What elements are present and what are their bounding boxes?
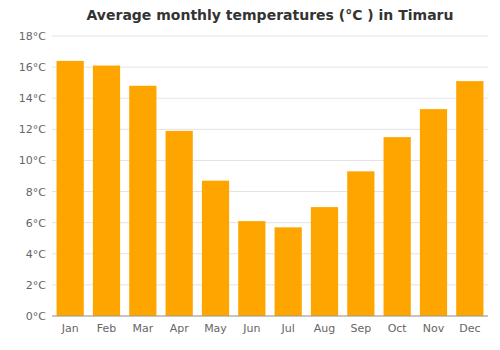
x-axis: Jan Feb Mar Apr May Jun Jul Aug Sep Oct Nov Dec — [61, 322, 481, 335]
x-tick-label: Sep — [350, 322, 371, 335]
x-tick-label: Jan — [61, 322, 79, 335]
x-tick-label: May — [204, 322, 227, 335]
chart-svg: Average monthly temperatures (°C ) in Ti… — [0, 0, 500, 350]
y-tick-label: 18°C — [19, 30, 46, 43]
x-tick-label: Feb — [97, 322, 116, 335]
grid-line — [52, 316, 488, 317]
y-tick-label: 0°C — [26, 310, 46, 323]
y-tick-label: 4°C — [26, 248, 46, 261]
x-tick-label: Jul — [281, 322, 295, 335]
y-tick-label: 10°C — [19, 154, 46, 167]
bar — [57, 61, 84, 316]
bar — [129, 86, 156, 316]
y-tick-label: 12°C — [19, 123, 46, 136]
bar — [311, 207, 338, 316]
bar — [275, 227, 302, 316]
x-tick-label: Mar — [132, 322, 153, 335]
bar — [384, 137, 411, 316]
bar — [420, 109, 447, 316]
x-tick-label: Nov — [423, 322, 445, 335]
x-tick-label: Dec — [459, 322, 480, 335]
chart-title: Average monthly temperatures (°C ) in Ti… — [87, 7, 454, 23]
y-tick-label: 6°C — [26, 217, 46, 230]
bar — [347, 171, 374, 316]
bar — [93, 66, 120, 316]
bar — [202, 181, 229, 316]
x-tick-label: Jun — [242, 322, 260, 335]
bar — [238, 221, 265, 316]
x-tick-label: Apr — [170, 322, 190, 335]
x-tick-label: Oct — [388, 322, 408, 335]
bar — [456, 81, 483, 316]
y-tick-label: 16°C — [19, 61, 46, 74]
y-axis: 0°C 2°C 4°C 6°C 8°C 10°C 12°C 14°C 16°C 18°C — [19, 30, 488, 323]
bars — [57, 61, 484, 316]
bar — [166, 131, 193, 316]
chart-container: Average monthly temperatures (°C ) in Ti… — [0, 0, 500, 350]
y-tick-label: 8°C — [26, 186, 46, 199]
y-tick-label: 14°C — [19, 92, 46, 105]
grid-line — [52, 36, 488, 37]
y-tick-label: 2°C — [26, 279, 46, 292]
x-axis-line — [52, 316, 488, 317]
x-tick-label: Aug — [314, 322, 335, 335]
